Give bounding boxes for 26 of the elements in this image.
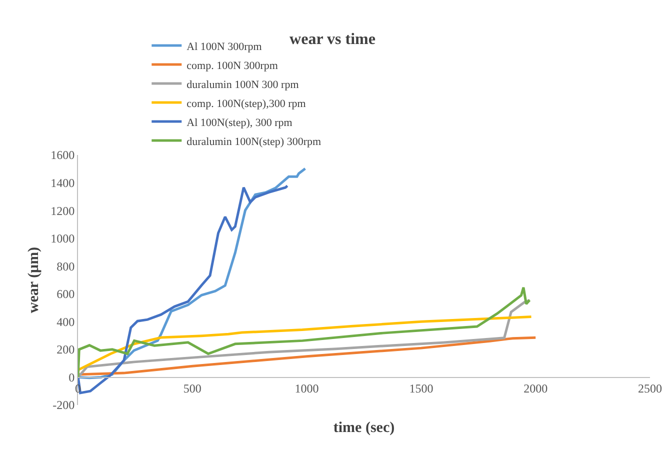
y-tick-label: 400 bbox=[56, 314, 75, 329]
legend-label: Al 100N(step), 300 rpm bbox=[186, 116, 293, 129]
line-series bbox=[78, 316, 532, 372]
x-tick-label: 1000 bbox=[294, 382, 319, 396]
y-tick-label: 200 bbox=[56, 342, 75, 357]
x-tick-label: 1500 bbox=[409, 382, 434, 396]
y-tick-label: 1600 bbox=[50, 148, 75, 162]
x-tick-label: 2500 bbox=[638, 382, 662, 396]
x-tick-label: 500 bbox=[183, 382, 202, 396]
y-tick-label: 1400 bbox=[50, 176, 75, 190]
legend-label: duralumin 100N 300 rpm bbox=[186, 78, 300, 91]
chart-title: wear vs time bbox=[290, 30, 376, 48]
line-series bbox=[78, 336, 537, 376]
legend-label: duralumin 100N(step) 300rpm bbox=[186, 136, 322, 148]
y-tick-label: 600 bbox=[56, 287, 75, 302]
legend-label: comp. 100N(step),300 rpm bbox=[186, 98, 306, 110]
y-tick-label: -200 bbox=[52, 398, 75, 412]
legend-label: Al 100N 300rpm bbox=[186, 40, 262, 53]
y-axis-title: wear (μm) bbox=[26, 246, 42, 314]
y-tick-label: 0 bbox=[68, 370, 75, 384]
y-tick-label: 1200 bbox=[50, 204, 75, 218]
y-tick-label: 1000 bbox=[50, 232, 75, 246]
y-tick-label: 800 bbox=[56, 259, 75, 274]
legend-label: comp. 100N 300rpm bbox=[186, 60, 278, 72]
x-axis-title: time (sec) bbox=[333, 420, 395, 436]
x-tick-label: 2000 bbox=[524, 382, 548, 396]
